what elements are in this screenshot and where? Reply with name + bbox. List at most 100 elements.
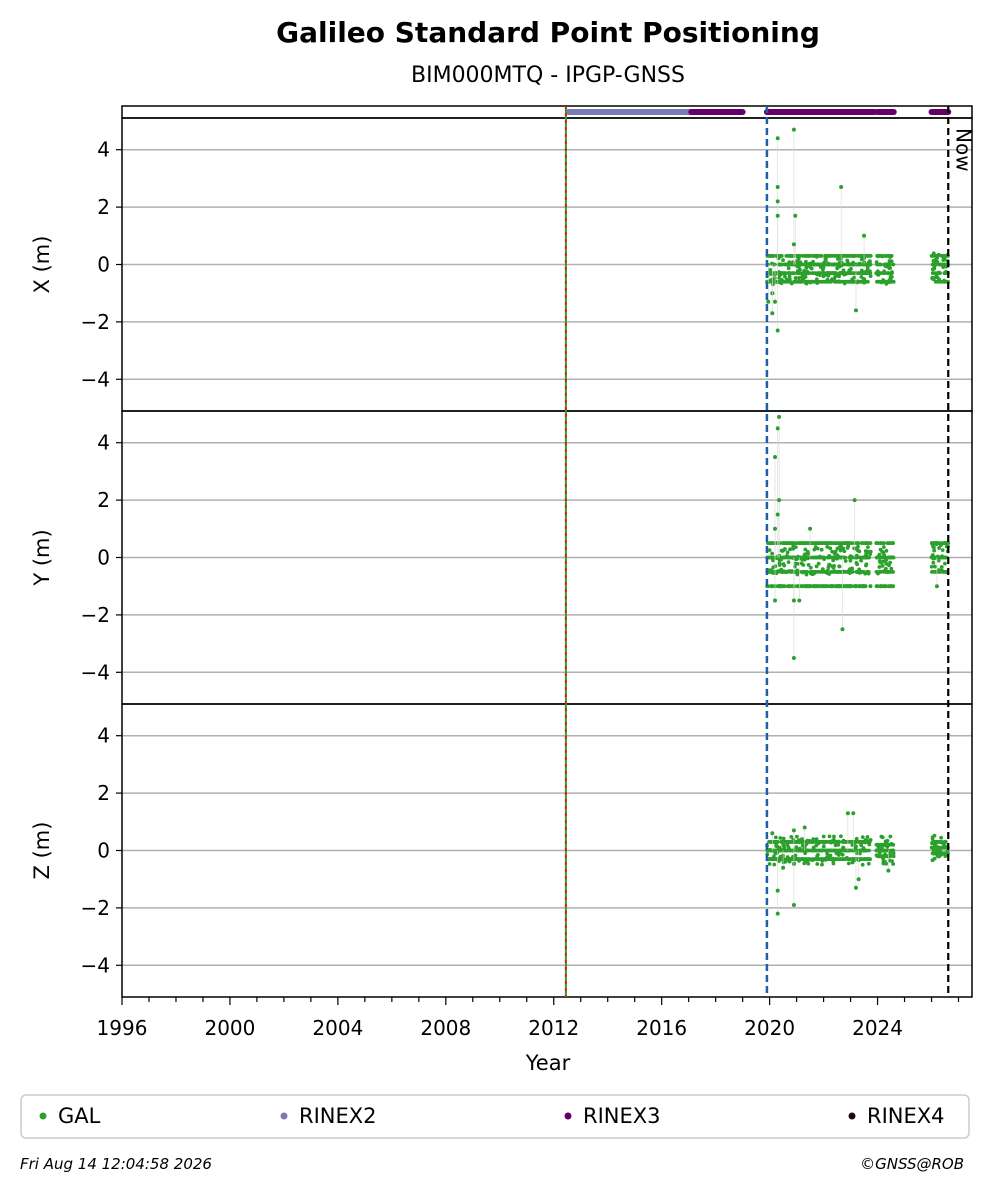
data-point bbox=[766, 541, 770, 546]
data-point bbox=[832, 555, 837, 560]
data-point bbox=[881, 278, 886, 282]
data-point bbox=[804, 265, 809, 270]
data-point bbox=[832, 564, 836, 568]
data-point bbox=[938, 543, 943, 548]
data-point bbox=[781, 548, 786, 553]
data-point bbox=[877, 851, 882, 855]
data-point bbox=[825, 852, 830, 856]
data-point bbox=[775, 911, 780, 916]
data-point bbox=[938, 569, 943, 574]
data-point bbox=[862, 555, 866, 560]
data-point bbox=[802, 268, 807, 273]
data-point bbox=[862, 271, 867, 276]
data-point bbox=[795, 569, 799, 574]
data-point bbox=[834, 857, 839, 862]
data-point bbox=[888, 854, 893, 859]
data-point bbox=[768, 839, 772, 844]
data-point bbox=[931, 849, 936, 853]
data-point bbox=[779, 557, 783, 562]
data-point bbox=[848, 558, 853, 563]
data-point bbox=[828, 279, 832, 284]
data-point bbox=[828, 848, 832, 853]
data-point bbox=[776, 569, 781, 573]
data-point bbox=[797, 598, 802, 603]
data-point bbox=[880, 253, 885, 258]
y-tick-label: 0 bbox=[97, 253, 110, 277]
data-point bbox=[799, 279, 804, 284]
data-point bbox=[806, 262, 811, 267]
data-point bbox=[862, 857, 867, 862]
data-point bbox=[779, 848, 784, 853]
y-tick-label: −4 bbox=[81, 953, 110, 977]
y-axis-label: X (m) bbox=[30, 236, 54, 294]
data-point bbox=[823, 256, 828, 261]
data-point bbox=[942, 279, 947, 284]
data-point bbox=[942, 839, 947, 844]
data-point bbox=[821, 584, 826, 589]
data-point bbox=[785, 550, 790, 555]
data-point bbox=[821, 834, 826, 839]
data-point bbox=[882, 848, 887, 853]
data-point bbox=[931, 277, 936, 282]
data-point bbox=[787, 277, 792, 281]
data-point bbox=[882, 854, 886, 859]
data-point bbox=[852, 584, 857, 589]
data-point bbox=[886, 569, 890, 574]
data-point bbox=[830, 253, 835, 258]
data-point bbox=[820, 541, 824, 546]
data-point bbox=[827, 834, 832, 839]
legend-box bbox=[20, 1094, 970, 1139]
data-point bbox=[943, 555, 948, 560]
data-point bbox=[814, 541, 818, 546]
data-point bbox=[813, 584, 818, 589]
data-point bbox=[856, 877, 861, 882]
data-point bbox=[878, 584, 883, 589]
data-point bbox=[930, 835, 935, 840]
data-point bbox=[781, 843, 786, 848]
data-point bbox=[804, 555, 809, 560]
legend-marker bbox=[564, 1112, 572, 1120]
data-point bbox=[866, 861, 871, 866]
data-point bbox=[864, 838, 869, 843]
data-point bbox=[808, 857, 812, 862]
data-point bbox=[786, 266, 791, 271]
data-point bbox=[879, 834, 884, 839]
data-point bbox=[817, 541, 822, 546]
data-point bbox=[832, 834, 836, 839]
data-point bbox=[858, 555, 863, 560]
data-point bbox=[878, 541, 883, 546]
data-point bbox=[879, 842, 883, 847]
data-point bbox=[865, 265, 870, 270]
data-point bbox=[808, 526, 813, 531]
data-point bbox=[854, 851, 859, 856]
data-point bbox=[860, 584, 865, 589]
data-point bbox=[932, 548, 937, 553]
data-point bbox=[937, 262, 942, 267]
data-point bbox=[887, 555, 892, 560]
data-point bbox=[828, 857, 833, 862]
data-point bbox=[885, 271, 889, 276]
data-point bbox=[812, 253, 817, 258]
data-point bbox=[770, 551, 775, 556]
data-point bbox=[941, 258, 946, 263]
data-point bbox=[844, 839, 848, 844]
y-axis-label: Z (m) bbox=[30, 822, 54, 880]
data-point bbox=[836, 839, 840, 844]
data-point bbox=[850, 569, 855, 574]
data-point bbox=[859, 857, 864, 862]
data-point bbox=[843, 559, 848, 563]
data-point bbox=[943, 854, 948, 859]
data-point bbox=[930, 262, 935, 267]
data-point bbox=[930, 267, 935, 272]
data-point bbox=[803, 262, 808, 267]
data-point bbox=[810, 541, 815, 546]
data-point bbox=[886, 868, 891, 873]
data-point bbox=[816, 555, 821, 560]
data-point bbox=[788, 547, 793, 552]
data-point bbox=[797, 275, 802, 280]
data-point bbox=[791, 598, 796, 603]
data-point bbox=[828, 839, 833, 844]
data-point bbox=[829, 262, 834, 267]
